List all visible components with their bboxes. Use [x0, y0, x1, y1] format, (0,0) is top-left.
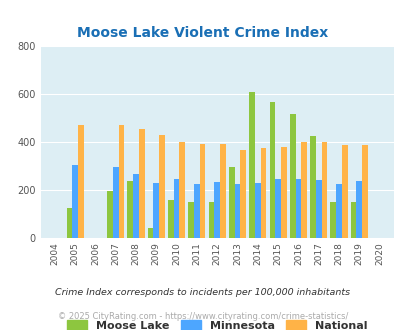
Bar: [260, 148, 266, 238]
Bar: [173, 179, 179, 238]
Bar: [249, 92, 254, 238]
Bar: [113, 167, 118, 238]
Bar: [335, 184, 341, 238]
Bar: [295, 179, 301, 238]
Bar: [361, 146, 367, 238]
Bar: [208, 202, 214, 238]
Bar: [147, 228, 153, 238]
Bar: [133, 174, 139, 238]
Bar: [254, 183, 260, 238]
Bar: [188, 202, 194, 238]
Bar: [356, 181, 361, 238]
Bar: [78, 125, 83, 238]
Text: © 2025 CityRating.com - https://www.cityrating.com/crime-statistics/: © 2025 CityRating.com - https://www.city…: [58, 312, 347, 321]
Bar: [118, 125, 124, 238]
Bar: [341, 146, 347, 238]
Bar: [234, 184, 240, 238]
Bar: [72, 165, 78, 238]
Bar: [66, 208, 72, 238]
Bar: [168, 200, 173, 238]
Bar: [350, 202, 356, 238]
Bar: [301, 142, 306, 238]
Bar: [220, 144, 225, 238]
Bar: [159, 135, 164, 238]
Bar: [199, 144, 205, 238]
Bar: [269, 102, 275, 238]
Bar: [107, 191, 113, 238]
Text: Crime Index corresponds to incidents per 100,000 inhabitants: Crime Index corresponds to incidents per…: [55, 287, 350, 297]
Bar: [315, 180, 321, 238]
Bar: [153, 182, 159, 238]
Legend: Moose Lake, Minnesota, National: Moose Lake, Minnesota, National: [63, 316, 371, 330]
Bar: [289, 115, 295, 238]
Bar: [214, 182, 220, 238]
Bar: [275, 179, 280, 238]
Bar: [127, 182, 133, 238]
Bar: [280, 147, 286, 238]
Bar: [139, 129, 144, 238]
Bar: [194, 184, 199, 238]
Text: Moose Lake Violent Crime Index: Moose Lake Violent Crime Index: [77, 26, 328, 40]
Bar: [330, 202, 335, 238]
Bar: [179, 142, 185, 238]
Bar: [228, 167, 234, 238]
Bar: [321, 142, 326, 238]
Bar: [309, 136, 315, 238]
Bar: [240, 150, 245, 238]
